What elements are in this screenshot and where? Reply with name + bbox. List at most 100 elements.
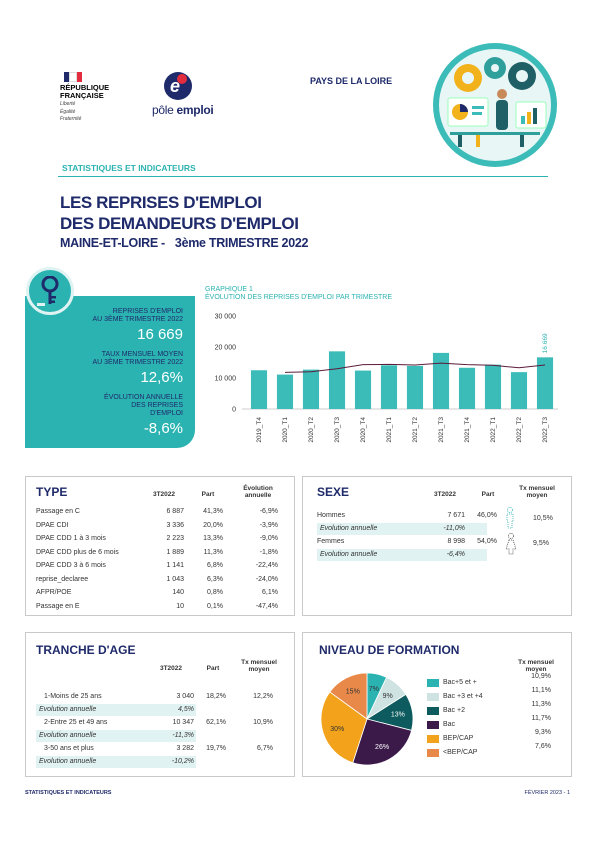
type-part: 6,8% bbox=[207, 562, 223, 569]
x-tick-label: 2020_T4 bbox=[360, 417, 367, 443]
chart-title: GRAPHIQUE 1 ÉVOLUTION DES REPRISES D'EMP… bbox=[205, 286, 392, 302]
x-tick-label: 2022_T2 bbox=[516, 417, 523, 443]
type-part: 20,0% bbox=[203, 521, 223, 529]
bar-2021_T4 bbox=[458, 367, 476, 409]
age-col-tx-a: Tx mensuel bbox=[241, 659, 277, 666]
pe-text-b: emploi bbox=[176, 103, 214, 117]
type-col-evo: Évolution annuelle bbox=[228, 485, 288, 499]
formation-rate: 11,7% bbox=[531, 715, 551, 722]
y-tick-label: 0 bbox=[232, 407, 236, 414]
kpi-evo-value: -8,6% bbox=[143, 420, 183, 437]
x-tick-label: 2021_T1 bbox=[386, 417, 393, 443]
age-row: 2-Entre 25 et 49 ans 10 347 62,1% 10,9% bbox=[36, 717, 286, 729]
age-part: 62,1% bbox=[206, 719, 226, 726]
bar-2022_T1 bbox=[484, 364, 502, 409]
type-label: DPAE CDI bbox=[36, 521, 69, 529]
type-row: Passage en E 10 0,1% -47,4% bbox=[36, 601, 286, 613]
pe-text-a: pôle bbox=[152, 103, 174, 117]
age-row-evo: Evolution annuelle -11,3% bbox=[36, 730, 196, 742]
kpi-reprises-label: REPRISES D'EMPLOI bbox=[112, 308, 183, 315]
legend-label: Bac bbox=[443, 721, 456, 728]
age-evo-label: Evolution annuelle bbox=[39, 758, 97, 765]
page-title: LES REPRISES D'EMPLOI DES DEMANDEURS D'E… bbox=[60, 192, 299, 234]
type-count: 1 141 bbox=[166, 562, 184, 569]
pole-emploi-icon: e bbox=[164, 72, 192, 100]
hommes-evo-value: -11,0% bbox=[443, 525, 465, 532]
x-tick-label: 2020_T3 bbox=[334, 417, 341, 443]
reprises-bar-chart: 0 10 000 20 000 30 000 2019_T4 2020_T1 2020_T2… bbox=[215, 314, 558, 443]
bar-2020_T1 bbox=[276, 374, 294, 409]
type-evo: -22,4% bbox=[255, 562, 278, 569]
hommes-count: 7 671 bbox=[447, 512, 465, 519]
age-col-tx: Tx mensuel moyen bbox=[226, 659, 292, 673]
x-tick-label: 2019_T4 bbox=[256, 417, 263, 443]
period-label: 3ème TRIMESTRE 2022 bbox=[174, 236, 309, 250]
formation-title: NIVEAU DE FORMATION bbox=[319, 643, 460, 657]
kpi-reprises-value: 16 669 bbox=[137, 326, 183, 343]
type-part: 0,1% bbox=[207, 602, 223, 610]
y-tick-label: 30 000 bbox=[215, 314, 237, 321]
legend-swatch bbox=[427, 735, 439, 743]
legend-label: BEP/CAP bbox=[443, 735, 474, 742]
x-tick-label: 2021_T2 bbox=[412, 417, 419, 443]
rf-motto-3: Fraternité bbox=[60, 116, 82, 122]
femmes-count: 8 998 bbox=[447, 538, 465, 545]
footer-right: FÉVRIER 2023 - 1 bbox=[524, 790, 570, 796]
age-count: 3 282 bbox=[176, 745, 194, 752]
chart-title-line1: GRAPHIQUE 1 bbox=[205, 286, 253, 293]
bar-2021_T2 bbox=[406, 365, 424, 409]
type-part: 6,3% bbox=[207, 575, 223, 583]
type-evo: -3,9% bbox=[259, 521, 278, 529]
type-evo: 6,1% bbox=[262, 589, 278, 596]
region-label: PAYS DE LA LOIRE bbox=[310, 76, 393, 86]
type-title: TYPE bbox=[36, 485, 68, 499]
type-count: 2 223 bbox=[166, 535, 184, 542]
formation-rate: 9,3% bbox=[535, 729, 551, 736]
type-row: reprise_declaree 1 043 6,3% -24,0% bbox=[36, 574, 286, 586]
age-label: 3-50 ans et plus bbox=[44, 745, 94, 752]
pie-slice bbox=[320, 691, 368, 764]
type-evo: -1,8% bbox=[259, 548, 278, 556]
header-illustration bbox=[433, 43, 557, 167]
hommes-part: 46,0% bbox=[477, 512, 497, 519]
age-row: 1-Moins de 25 ans 3 040 18,2% 12,2% bbox=[36, 691, 286, 703]
age-evo-value: 4,5% bbox=[178, 706, 194, 713]
formation-col-tx-b: moyen bbox=[525, 666, 547, 673]
age-col-3t2022: 3T2022 bbox=[159, 665, 183, 672]
page-subtitle: MAINE-ET-LOIRE - 3ème TRIMESTRE 2022 bbox=[60, 236, 318, 250]
formation-box: NIVEAU DE FORMATION Tx mensuel moyen 7% 9… bbox=[302, 632, 572, 777]
formation-rate: 11,3% bbox=[531, 701, 551, 708]
type-col-evo-b: annuelle bbox=[244, 492, 272, 499]
femmes-part: 54,0% bbox=[477, 538, 497, 545]
type-evo: -9,0% bbox=[259, 535, 278, 542]
pie-slice-label: 30% bbox=[330, 726, 344, 733]
type-label: DPAE CDD 1 à 3 mois bbox=[36, 535, 106, 542]
age-label: 2-Entre 25 et 49 ans bbox=[44, 719, 108, 726]
key-icon-badge bbox=[26, 267, 74, 315]
kpi-evo-label2: DES REPRISES bbox=[131, 402, 183, 409]
formation-col-tx: Tx mensuel moyen bbox=[503, 659, 569, 673]
sexe-box: SEXE 3T2022 Part Tx mensuel moyen Hommes… bbox=[302, 476, 572, 616]
man-icon bbox=[506, 507, 514, 529]
trend-line bbox=[284, 362, 546, 373]
pie-slice-label: 9% bbox=[383, 693, 393, 700]
type-col-3t2022: 3T2022 bbox=[152, 491, 176, 498]
bar-2022_T3 bbox=[536, 357, 554, 409]
type-evo: -47,4% bbox=[255, 602, 278, 610]
sexe-col-part: Part bbox=[481, 491, 495, 498]
hommes-rate: 10,5% bbox=[533, 515, 553, 522]
sexe-row-hommes-evo: Evolution annuelle -11,0% bbox=[317, 523, 487, 535]
section-label: STATISTIQUES ET INDICATEURS bbox=[62, 163, 196, 173]
type-row: DPAE CDD 1 à 3 mois 2 223 13,3% -9,0% bbox=[36, 533, 286, 545]
bar-2020_T3 bbox=[328, 351, 346, 409]
sexe-row-femmes: Femmes 8 998 54,0% bbox=[317, 536, 497, 548]
rf-motto-2: Égalité bbox=[60, 108, 76, 115]
type-row: DPAE CDD plus de 6 mois 1 889 11,3% -1,8% bbox=[36, 547, 286, 559]
legend-label: Bac+5 et + bbox=[443, 679, 477, 686]
flag-icon bbox=[64, 72, 82, 82]
x-tick-label: 2022_T1 bbox=[490, 417, 497, 443]
dept-label: MAINE-ET-LOIRE - bbox=[60, 236, 165, 250]
last-bar-data-label: 16 669 bbox=[542, 333, 549, 353]
rf-motto-1: Liberté bbox=[60, 101, 76, 107]
formation-pie-chart: 7% 9% 13% 26% 30% 15% bbox=[320, 672, 414, 766]
